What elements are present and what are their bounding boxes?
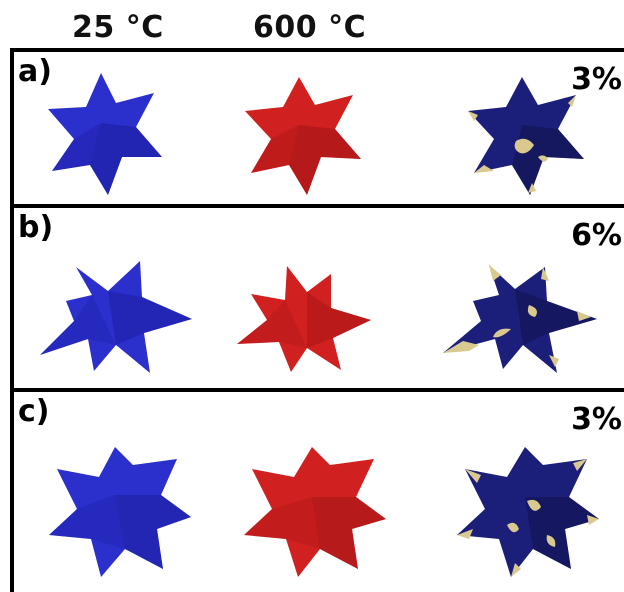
column-header-600c: 600 °C — [253, 10, 367, 45]
panel-label: c) — [18, 394, 50, 429]
panel-c: c) 3% — [10, 388, 624, 592]
crystal-25c — [34, 236, 194, 386]
crystal-difference — [442, 420, 612, 590]
panel-label: a) — [18, 54, 52, 89]
crystal-25c — [39, 70, 169, 200]
crystal-600c — [226, 248, 376, 388]
panel-b: b) 6% — [10, 204, 624, 388]
panel-percent: 3% — [571, 402, 622, 437]
crystal-600c — [236, 70, 366, 200]
panel-a: a) 3% — [10, 48, 624, 204]
panel-label: b) — [18, 210, 54, 245]
crystal-25c — [34, 420, 204, 590]
panel-percent: 3% — [571, 62, 622, 97]
crystal-difference — [434, 236, 604, 386]
crystal-600c — [229, 420, 399, 590]
panel-percent: 6% — [571, 218, 622, 253]
column-header-25c: 25 °C — [72, 10, 164, 45]
crystal-difference — [459, 70, 589, 200]
